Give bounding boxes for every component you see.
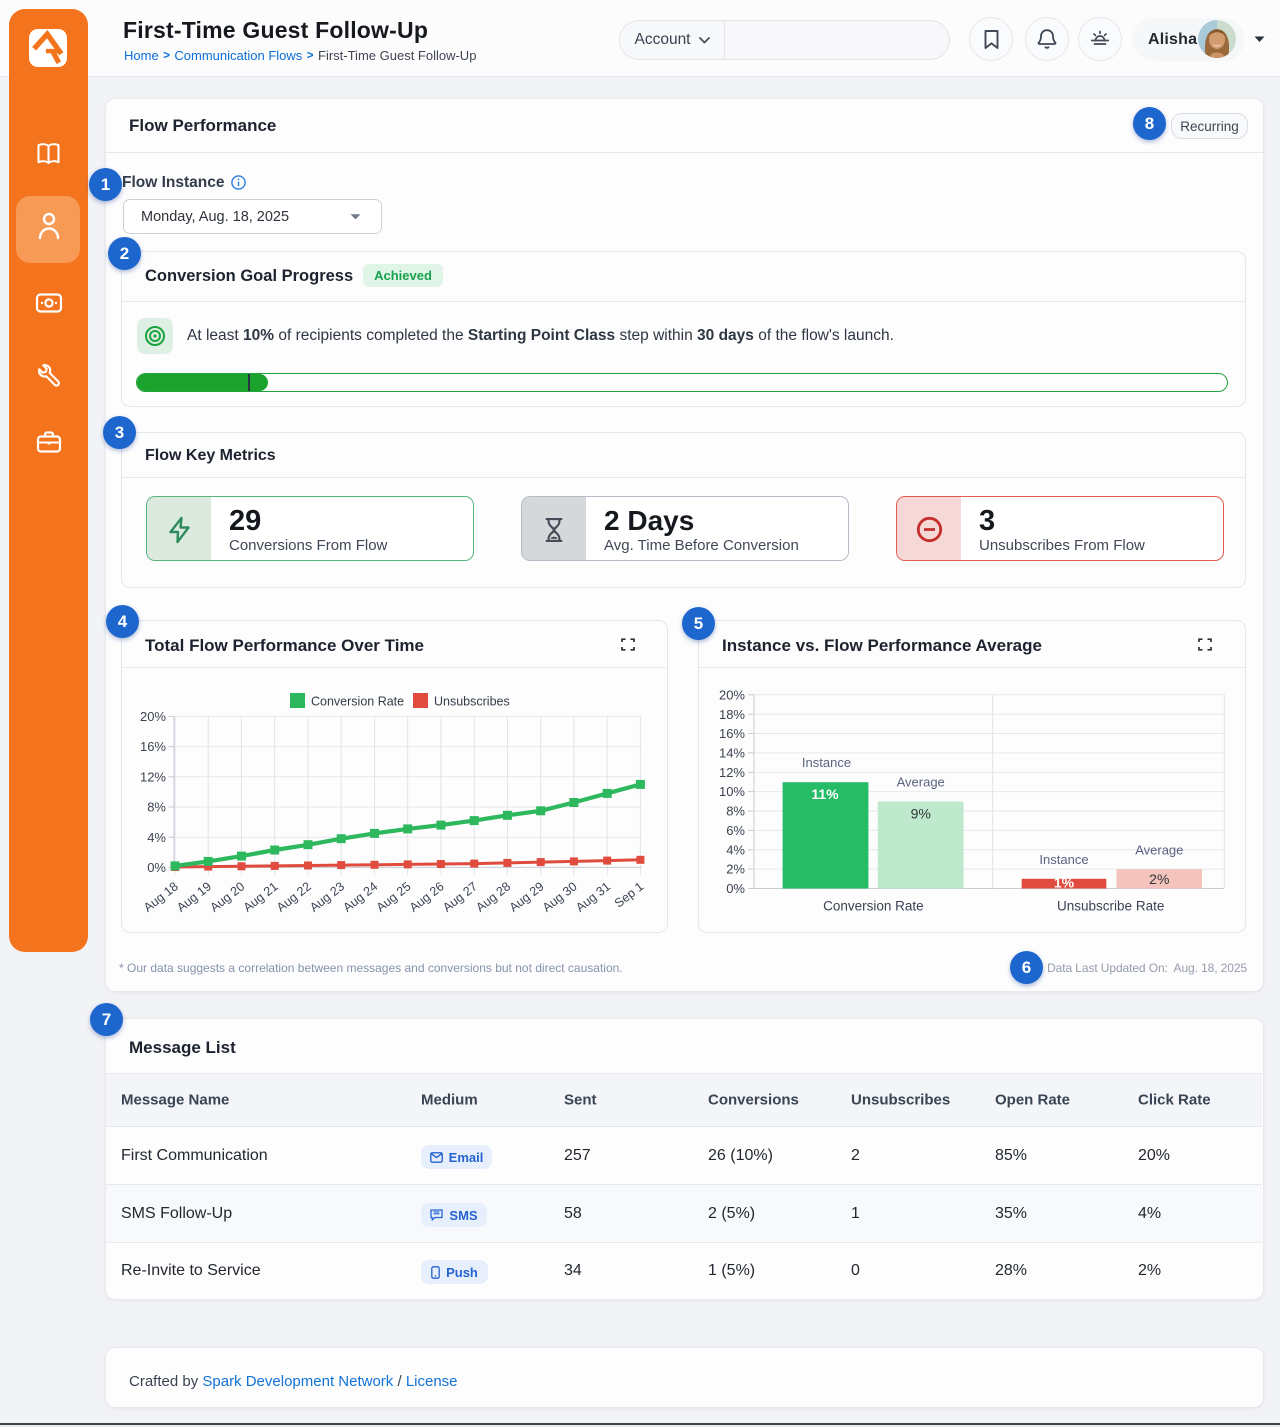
svg-text:Aug 24: Aug 24 [341, 879, 381, 914]
svg-text:16%: 16% [719, 726, 745, 741]
svg-text:0%: 0% [147, 860, 166, 875]
svg-text:8%: 8% [726, 804, 745, 819]
svg-text:12%: 12% [140, 769, 166, 784]
svg-text:Aug 27: Aug 27 [440, 879, 480, 914]
svg-text:18%: 18% [719, 707, 745, 722]
svg-text:8%: 8% [147, 800, 166, 815]
svg-text:4%: 4% [147, 830, 166, 845]
svg-text:Unsubscribe Rate: Unsubscribe Rate [1057, 899, 1164, 914]
svg-text:Average: Average [897, 774, 945, 789]
svg-text:10%: 10% [719, 784, 745, 799]
svg-text:2%: 2% [1149, 871, 1169, 887]
svg-text:Aug 28: Aug 28 [473, 879, 513, 914]
svg-text:Aug 23: Aug 23 [307, 879, 347, 914]
svg-text:11%: 11% [811, 786, 839, 802]
svg-text:Aug 22: Aug 22 [274, 879, 314, 914]
svg-text:1%: 1% [1054, 875, 1075, 891]
svg-text:20%: 20% [719, 687, 745, 702]
svg-text:Sep 1: Sep 1 [612, 879, 646, 910]
svg-text:Instance: Instance [1039, 852, 1088, 867]
svg-text:Unsubscribes: Unsubscribes [434, 695, 510, 709]
svg-text:Instance: Instance [802, 755, 851, 770]
svg-text:6%: 6% [726, 823, 745, 838]
svg-text:Conversion Rate: Conversion Rate [311, 695, 404, 709]
svg-text:0%: 0% [726, 881, 745, 896]
svg-text:2%: 2% [726, 862, 745, 877]
svg-text:16%: 16% [140, 739, 166, 754]
svg-text:Conversion Rate: Conversion Rate [823, 899, 924, 914]
svg-text:9%: 9% [911, 806, 931, 822]
svg-text:Aug 26: Aug 26 [407, 879, 447, 914]
svg-text:Aug 21: Aug 21 [241, 879, 281, 914]
svg-text:Aug 30: Aug 30 [540, 879, 580, 914]
svg-text:Aug 25: Aug 25 [374, 879, 414, 914]
svg-text:Average: Average [1135, 843, 1183, 858]
svg-text:12%: 12% [719, 765, 745, 780]
svg-text:Aug 31: Aug 31 [573, 879, 613, 914]
svg-text:Aug 29: Aug 29 [507, 879, 547, 914]
svg-text:4%: 4% [726, 842, 745, 857]
svg-text:20%: 20% [140, 709, 166, 724]
svg-text:Aug 18: Aug 18 [141, 879, 181, 914]
svg-text:14%: 14% [719, 746, 745, 761]
svg-text:Aug 19: Aug 19 [174, 879, 214, 914]
svg-text:Aug 20: Aug 20 [208, 879, 248, 914]
